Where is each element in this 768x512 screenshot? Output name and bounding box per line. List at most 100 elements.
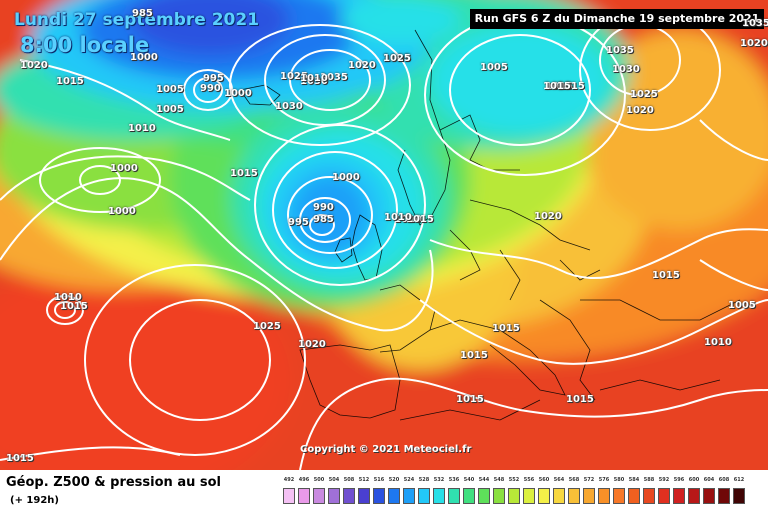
scale-tick-label: 508 <box>343 477 355 483</box>
pressure-label: 1015 <box>557 81 585 92</box>
scale-tick-label: 568 <box>568 477 580 483</box>
scale-tick-label: 540 <box>463 477 475 483</box>
scale-swatch <box>373 488 385 504</box>
pressure-label: 1015 <box>406 214 434 225</box>
scale-tick-label: 596 <box>673 477 685 483</box>
pressure-label: 1020 <box>534 211 562 222</box>
pressure-label: 1020 <box>298 339 326 350</box>
pressure-label: 1025 <box>630 89 658 100</box>
scale-swatch <box>673 488 685 504</box>
pressure-label: 990 <box>200 83 221 94</box>
scale-tick-label: 496 <box>298 477 310 483</box>
pressure-label: 1035 <box>320 72 348 83</box>
scale-swatch <box>508 488 520 504</box>
scale-tick-label: 588 <box>643 477 655 483</box>
pressure-label: 1010 <box>394 214 422 225</box>
pressure-label: 1000 <box>110 163 138 174</box>
scale-swatch <box>418 488 430 504</box>
run-info: Run GFS 6 Z du Dimanche 19 septembre 202… <box>470 9 764 29</box>
scale-swatch <box>613 488 625 504</box>
scale-tick-label: 492 <box>283 477 295 483</box>
pressure-label: 1005 <box>156 104 184 115</box>
scale-tick-label: 584 <box>628 477 640 483</box>
scale-tick-label: 520 <box>388 477 400 483</box>
scale-swatch <box>523 488 535 504</box>
scale-tick-label: 524 <box>403 477 415 483</box>
scale-swatch <box>538 488 550 504</box>
pressure-label: 1010 <box>384 212 412 223</box>
scale-swatch <box>478 488 490 504</box>
scale-tick-label: 608 <box>718 477 730 483</box>
scale-tick-label: 504 <box>328 477 340 483</box>
pressure-label: 990 <box>313 202 334 213</box>
pressure-label: 1015 <box>492 323 520 334</box>
scale-tick-label: 604 <box>703 477 715 483</box>
scale-tick-label: 564 <box>553 477 565 483</box>
scale-tick-label: 536 <box>448 477 460 483</box>
pressure-label: 995 <box>203 73 224 84</box>
pressure-label: 1025 <box>253 321 281 332</box>
pressure-label: 1010 <box>54 292 82 303</box>
scale-tick-label: 532 <box>433 477 445 483</box>
scale-swatch <box>568 488 580 504</box>
pressure-label: 1015 <box>56 76 84 87</box>
pressure-label: 1005 <box>480 62 508 73</box>
scale-swatch <box>688 488 700 504</box>
scale-swatch <box>328 488 340 504</box>
pressure-label: 1030 <box>612 64 640 75</box>
scale-tick-label: 572 <box>583 477 595 483</box>
scale-swatch <box>358 488 370 504</box>
pressure-label: 985 <box>313 214 334 225</box>
forecast-date: Lundi 27 septembre 2021 <box>14 10 260 30</box>
forecast-hours: (+ 192h) <box>10 495 59 506</box>
scale-swatch <box>598 488 610 504</box>
chart-title: Géop. Z500 & pression au sol <box>6 475 221 490</box>
pressure-label: 1005 <box>728 300 756 311</box>
pressure-label: 1000 <box>224 88 252 99</box>
scale-tick-label: 580 <box>613 477 625 483</box>
scale-swatch <box>553 488 565 504</box>
copyright: Copyright © 2021 Meteociel.fr <box>300 444 472 455</box>
scale-swatch <box>403 488 415 504</box>
pressure-label: 1005 <box>156 84 184 95</box>
scale-tick-label: 560 <box>538 477 550 483</box>
pressure-label: 1015 <box>545 81 573 92</box>
scale-swatch <box>493 488 505 504</box>
pressure-label: 1030 <box>275 101 303 112</box>
pressure-label: 1015 <box>60 301 88 312</box>
pressure-label: 1000 <box>332 172 360 183</box>
scale-tick-label: 528 <box>418 477 430 483</box>
forecast-time: 8:00 locale <box>20 33 150 57</box>
pressure-label: 1020 <box>20 60 48 71</box>
scale-swatch <box>283 488 295 504</box>
pressure-label: 1035 <box>606 45 634 56</box>
scale-swatch <box>448 488 460 504</box>
scale-swatch <box>298 488 310 504</box>
scale-tick-label: 556 <box>523 477 535 483</box>
scale-swatch <box>388 488 400 504</box>
scale-swatch <box>343 488 355 504</box>
pressure-label: 1030 <box>300 76 328 87</box>
scale-swatch <box>583 488 595 504</box>
scale-swatch <box>433 488 445 504</box>
color-scale: 492 496 500 504 508 512 516 520 524 528 532 536 540 5… <box>283 476 751 506</box>
pressure-label: 1025 <box>383 53 411 64</box>
scale-swatch <box>703 488 715 504</box>
pressure-label: 1015 <box>456 394 484 405</box>
scale-tick-label: 544 <box>478 477 490 483</box>
scale-swatch <box>313 488 325 504</box>
pressure-label: 995 <box>288 217 309 228</box>
scale-tick-label: 512 <box>358 477 370 483</box>
pressure-label: 1005 <box>383 53 411 64</box>
scale-swatch <box>628 488 640 504</box>
scale-tick-label: 612 <box>733 477 745 483</box>
scale-tick-label: 548 <box>493 477 505 483</box>
pressure-label: 1010 <box>128 123 156 134</box>
pressure-label: 1020 <box>348 60 376 71</box>
pressure-label: 1000 <box>108 206 136 217</box>
pressure-label: 1015 <box>566 394 594 405</box>
scale-tick-label: 576 <box>598 477 610 483</box>
scale-tick-label: 552 <box>508 477 520 483</box>
pressure-label: 1015 <box>543 81 571 92</box>
pressure-label: 1015 <box>6 453 34 464</box>
